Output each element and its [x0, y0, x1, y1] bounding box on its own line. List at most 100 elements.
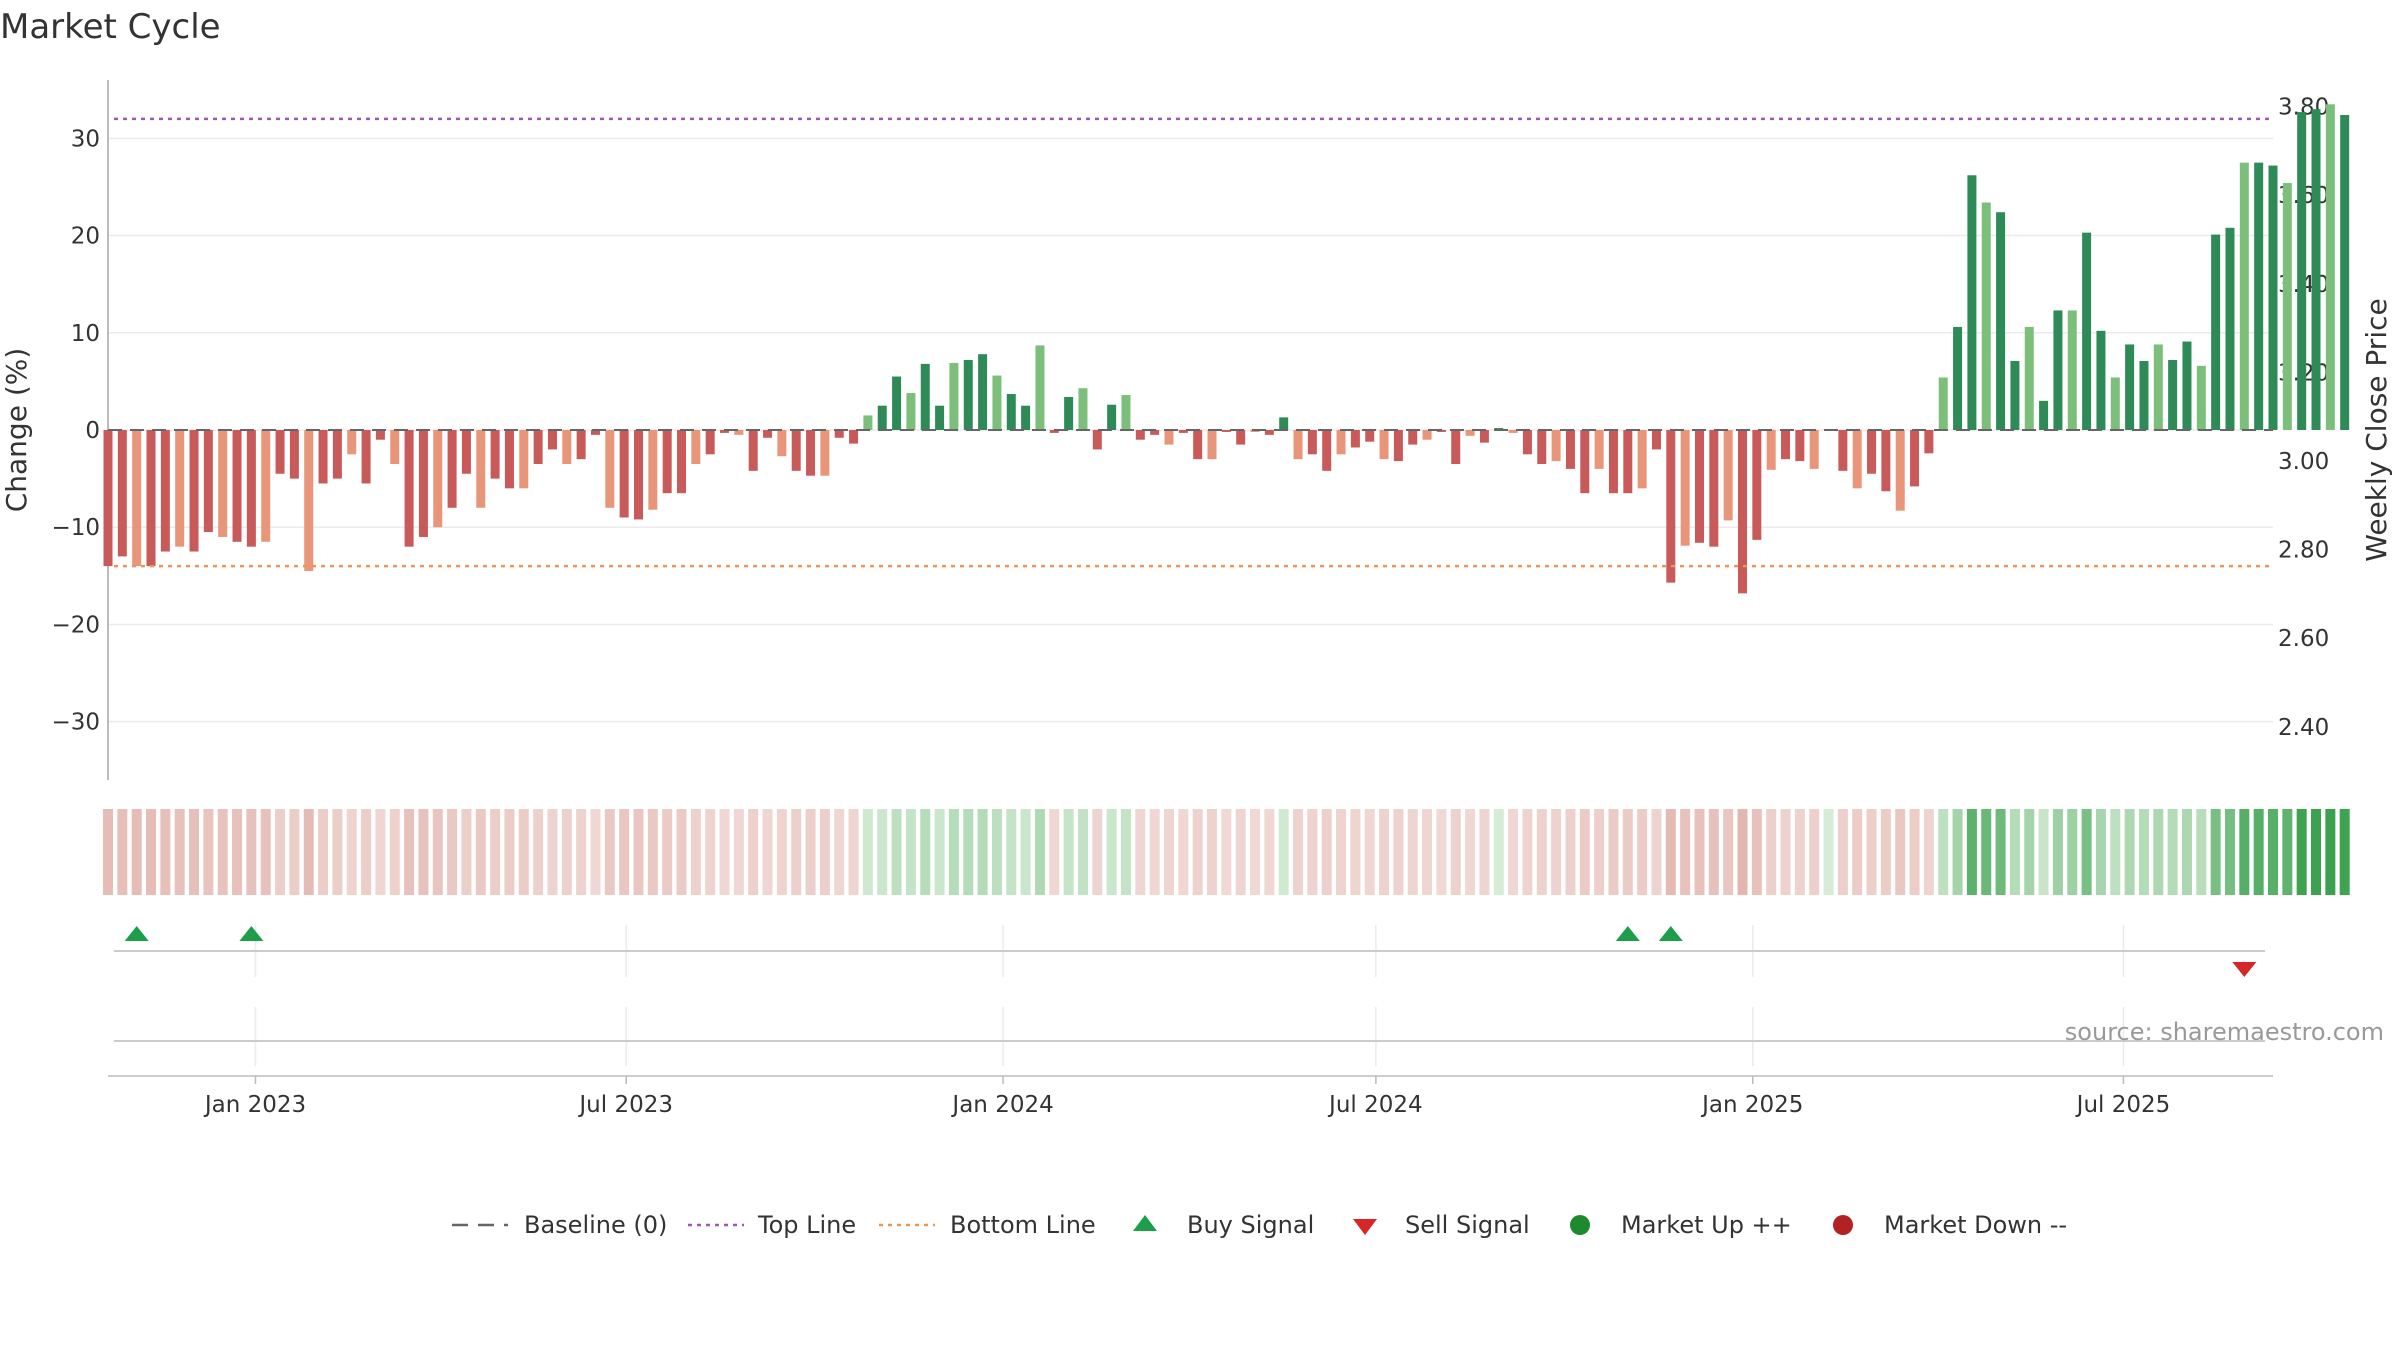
- cycle-strip-cell: [2325, 809, 2336, 895]
- cycle-strip-cell: [561, 809, 572, 895]
- bar: [2082, 232, 2092, 430]
- cycle-strip-cell: [719, 809, 730, 895]
- cycle-strip-cell: [1278, 809, 1289, 895]
- cycle-strip-cell: [189, 809, 200, 895]
- bar: [1078, 388, 1088, 430]
- bar: [1723, 430, 1733, 521]
- cycle-strip-cell: [2210, 809, 2221, 895]
- y-tick-label: −20: [51, 612, 100, 638]
- y-axis-title: Change (%): [0, 348, 33, 513]
- bar: [576, 430, 586, 460]
- bar: [2325, 104, 2335, 431]
- bar: [103, 430, 113, 567]
- y2-tick-label: 2.60: [2278, 626, 2329, 652]
- bar: [2268, 165, 2278, 431]
- legend-item-0: Baseline (0): [452, 1211, 667, 1239]
- cycle-strip-cell: [1336, 809, 1347, 895]
- cycle-strip-cell: [1981, 809, 1992, 895]
- bar: [347, 430, 357, 455]
- cycle-strip-cell: [2081, 809, 2092, 895]
- cycle-strip-cell: [1006, 809, 1017, 895]
- bar: [677, 430, 687, 494]
- bar: [332, 430, 342, 479]
- cycle-strip-cell: [2181, 809, 2192, 895]
- cycle-strip-cell: [1465, 809, 1476, 895]
- bar: [1637, 430, 1647, 489]
- cycle-strip-cell: [2095, 809, 2106, 895]
- legend-label: Top Line: [757, 1211, 856, 1239]
- cycle-strip-cell: [1866, 809, 1877, 895]
- bar: [2067, 310, 2077, 430]
- cycle-strip-cell: [1551, 809, 1562, 895]
- x-tick-label: Jul 2024: [1327, 1092, 1423, 1118]
- cycle-strip-cell: [1479, 809, 1490, 895]
- signal-panel: [114, 925, 2265, 1066]
- bar: [1107, 404, 1117, 430]
- cycle-strip-cell: [1837, 809, 1848, 895]
- bar: [175, 430, 185, 547]
- cycle-strip-cell: [676, 809, 687, 895]
- legend-buy-swatch: [1133, 1215, 1157, 1231]
- cycle-strip-cell: [361, 809, 372, 895]
- bar: [2182, 341, 2192, 430]
- bar: [1350, 430, 1360, 448]
- cycle-strip-cell: [533, 809, 544, 895]
- x-tick-label: Jul 2025: [2075, 1092, 2171, 1118]
- bar: [1279, 417, 1289, 430]
- bar: [1594, 430, 1604, 469]
- cycle-strip-cell: [1909, 809, 1920, 895]
- bar: [1508, 430, 1518, 433]
- cycle-strip-cell: [920, 809, 931, 895]
- cycle-strip-cell: [475, 809, 486, 895]
- x-tick-label: Jul 2023: [577, 1092, 673, 1118]
- cycle-strip-cell: [991, 809, 1002, 895]
- cycle-strip-cell: [2167, 809, 2178, 895]
- cycle-strip-cell: [1938, 809, 1949, 895]
- cycle-strip-cell: [1665, 809, 1676, 895]
- bar: [1924, 430, 1934, 454]
- cycle-strip-cell: [1708, 809, 1719, 895]
- chart-title: Market Cycle: [0, 7, 221, 47]
- cycle-strip-cell: [1966, 809, 1977, 895]
- cycle-strip-cell: [690, 809, 701, 895]
- cycle-strip-cell: [2067, 809, 2078, 895]
- x-tick-label: Jan 2024: [950, 1092, 1053, 1118]
- cycle-strip-cell: [1723, 809, 1734, 895]
- cycle-strip-cell: [604, 809, 615, 895]
- sell-signal-marker: [2232, 962, 2257, 977]
- legend-item-1: Top Line: [688, 1211, 856, 1239]
- reference-lines: [108, 117, 2273, 568]
- legend-market-down-swatch: [1833, 1215, 1853, 1235]
- bar: [304, 430, 314, 571]
- cycle-strip-cell: [1149, 809, 1160, 895]
- bar: [1264, 430, 1274, 435]
- cycle-strip-cell: [1049, 809, 1060, 895]
- bar: [533, 430, 543, 465]
- cycle-strip-cell: [590, 809, 601, 895]
- cycle-strip-cell: [2282, 809, 2293, 895]
- cycle-strip-cell: [2224, 809, 2235, 895]
- cycle-strip-cell: [834, 809, 845, 895]
- cycle-strip-cell: [776, 809, 787, 895]
- x-axis-ticks: Jan 2023 Jul 2023 Jan 2024 Jul 2024 Jan 2025…: [108, 1075, 2273, 1118]
- cycle-strip-cell: [504, 809, 515, 895]
- cycle-strip-cell: [1637, 809, 1648, 895]
- bar: [2225, 227, 2235, 430]
- bar: [1207, 430, 1217, 460]
- cycle-strip-cell: [289, 809, 300, 895]
- cycle-strip-cell: [447, 809, 458, 895]
- cycle-strip-cell: [1995, 809, 2006, 895]
- cycle-strip-cell: [332, 809, 343, 895]
- y2-tick-label: 2.80: [2278, 538, 2329, 564]
- cycle-strip-cell: [576, 809, 587, 895]
- cycle-strip-cell: [862, 809, 873, 895]
- cycle-strip-cell: [1106, 809, 1117, 895]
- bar: [1121, 395, 1131, 430]
- cycle-strip-cell: [819, 809, 830, 895]
- cycle-strip-cell: [1436, 809, 1447, 895]
- cycle-strip-cell: [375, 809, 386, 895]
- bar: [877, 405, 887, 430]
- bar: [433, 430, 443, 528]
- bar: [1164, 430, 1174, 445]
- cycle-strip-cell: [2052, 809, 2063, 895]
